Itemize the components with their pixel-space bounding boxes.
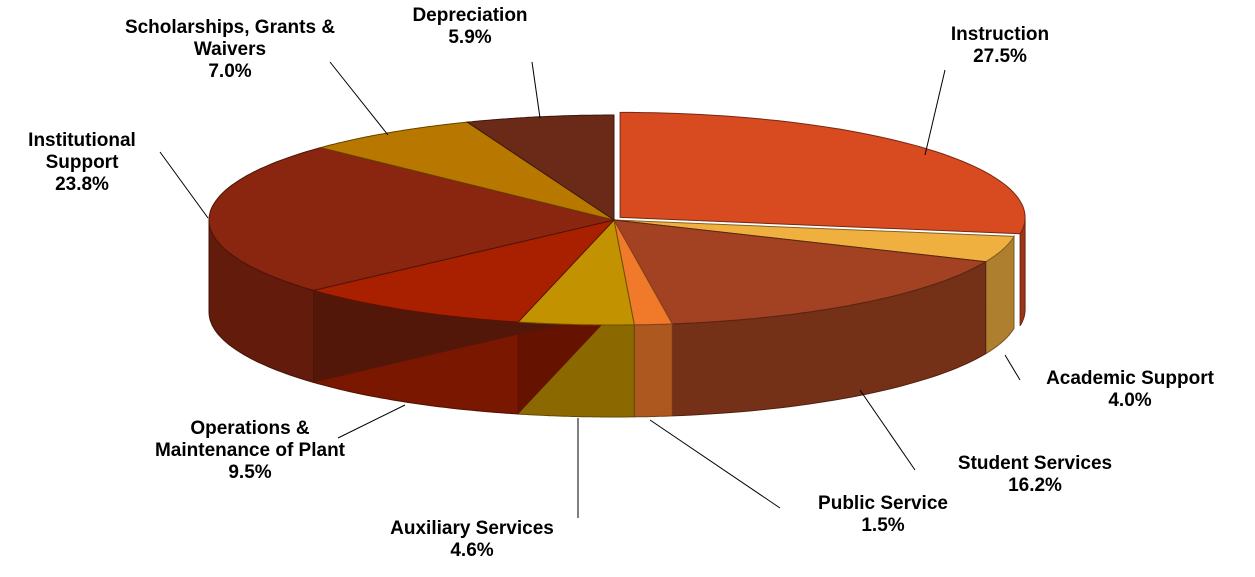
leader-line bbox=[159, 151, 209, 219]
category-label: Depreciation bbox=[412, 5, 528, 26]
slice-label: Depreciation 5.9% bbox=[370, 5, 570, 49]
slice-label: Scholarships, Grants & Waivers 7.0% bbox=[120, 17, 340, 83]
value-label: 5.9% bbox=[448, 27, 492, 48]
value-label: 4.0% bbox=[1108, 390, 1152, 411]
leader-line bbox=[1004, 354, 1021, 381]
slice bbox=[208, 147, 615, 291]
slice bbox=[517, 218, 635, 326]
slice-label: Academic Support 4.0% bbox=[1000, 368, 1255, 412]
category-label: Scholarships, Grants & Waivers bbox=[124, 17, 336, 60]
category-label: Auxiliary Services bbox=[390, 518, 554, 539]
value-label: 27.5% bbox=[973, 46, 1027, 67]
slice bbox=[613, 219, 1015, 263]
slice bbox=[613, 219, 674, 326]
leader-line bbox=[649, 419, 781, 509]
slice-label: Institutional Support 23.8% bbox=[0, 130, 165, 196]
slice-label: Operations & Maintenance of Plant 9.5% bbox=[150, 418, 350, 484]
category-label: Academic Support bbox=[1046, 368, 1214, 389]
value-label: 7.0% bbox=[208, 61, 252, 82]
slice-label: Auxiliary Services 4.6% bbox=[357, 518, 587, 562]
value-label: 23.8% bbox=[55, 174, 109, 195]
slice bbox=[311, 219, 616, 323]
leader-line bbox=[859, 389, 916, 471]
category-label: Student Services bbox=[957, 453, 1113, 474]
leader-line bbox=[337, 404, 406, 439]
category-label: Instruction bbox=[950, 24, 1050, 45]
leader-line bbox=[329, 61, 389, 136]
leader-line bbox=[924, 69, 946, 156]
slice-label: Public Service 1.5% bbox=[783, 493, 983, 537]
value-label: 16.2% bbox=[1008, 475, 1062, 496]
value-label: 4.6% bbox=[450, 540, 494, 561]
slice-label: Student Services 16.2% bbox=[915, 453, 1155, 497]
slice-label: Instruction 27.5% bbox=[910, 24, 1090, 68]
leader-line bbox=[531, 61, 541, 119]
category-label: Operations & Maintenance of Plant bbox=[154, 418, 346, 461]
slice-side bbox=[633, 323, 673, 418]
value-label: 1.5% bbox=[861, 515, 905, 536]
slice bbox=[613, 219, 988, 325]
slice-side bbox=[1019, 217, 1026, 327]
category-label: Public Service bbox=[818, 493, 948, 514]
slice bbox=[619, 111, 1026, 235]
category-label: Institutional Support bbox=[28, 130, 136, 173]
value-label: 9.5% bbox=[228, 462, 272, 483]
slice bbox=[320, 121, 615, 221]
